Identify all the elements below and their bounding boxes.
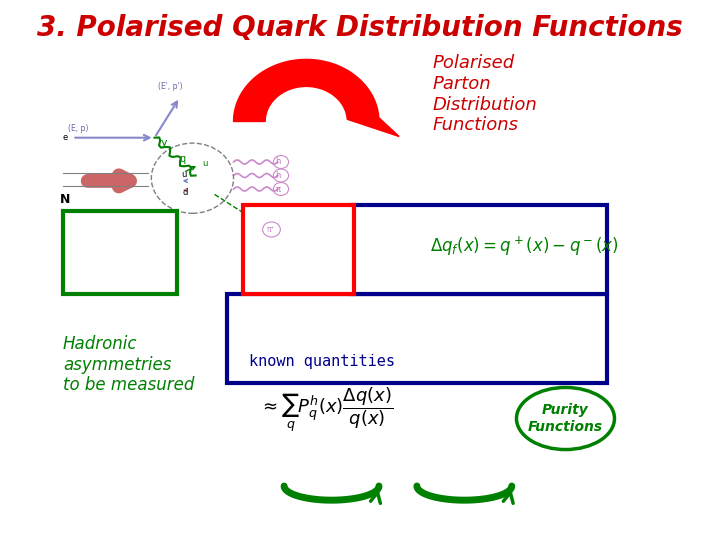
Bar — [351, 205, 606, 294]
Text: u: u — [202, 159, 207, 168]
Text: e: e — [63, 133, 68, 143]
Text: q: q — [180, 154, 186, 164]
Text: N: N — [60, 193, 70, 206]
Text: Hadronic
asymmetries
to be measured: Hadronic asymmetries to be measured — [63, 335, 194, 394]
Text: (E, p): (E, p) — [68, 124, 89, 133]
Text: h: h — [275, 171, 281, 180]
Text: u: u — [181, 170, 187, 179]
Bar — [63, 211, 176, 294]
Text: $\Delta q_f(x)=q^+(x)-q^-(x)$: $\Delta q_f(x)=q^+(x)-q^-(x)$ — [430, 235, 618, 258]
Text: (E', p'): (E', p') — [158, 82, 182, 91]
Bar — [228, 294, 606, 383]
Text: h: h — [275, 158, 281, 166]
Text: d: d — [183, 188, 189, 198]
Text: $\approx \sum_q P_q^h(x)\dfrac{\Delta q(x)}{q(x)}$: $\approx \sum_q P_q^h(x)\dfrac{\Delta q(… — [259, 386, 393, 434]
Polygon shape — [233, 59, 399, 137]
Text: 3. Polarised Quark Distribution Functions: 3. Polarised Quark Distribution Function… — [37, 14, 683, 42]
Text: π: π — [275, 185, 280, 193]
Bar — [243, 205, 354, 294]
Ellipse shape — [516, 388, 614, 449]
Text: known quantities: known quantities — [249, 354, 395, 369]
Text: π⁺: π⁺ — [267, 225, 276, 234]
Text: Purity
Functions: Purity Functions — [528, 403, 603, 434]
Text: Polarised
Parton
Distribution
Functions: Polarised Parton Distribution Functions — [433, 54, 537, 134]
Text: γ: γ — [161, 138, 168, 148]
